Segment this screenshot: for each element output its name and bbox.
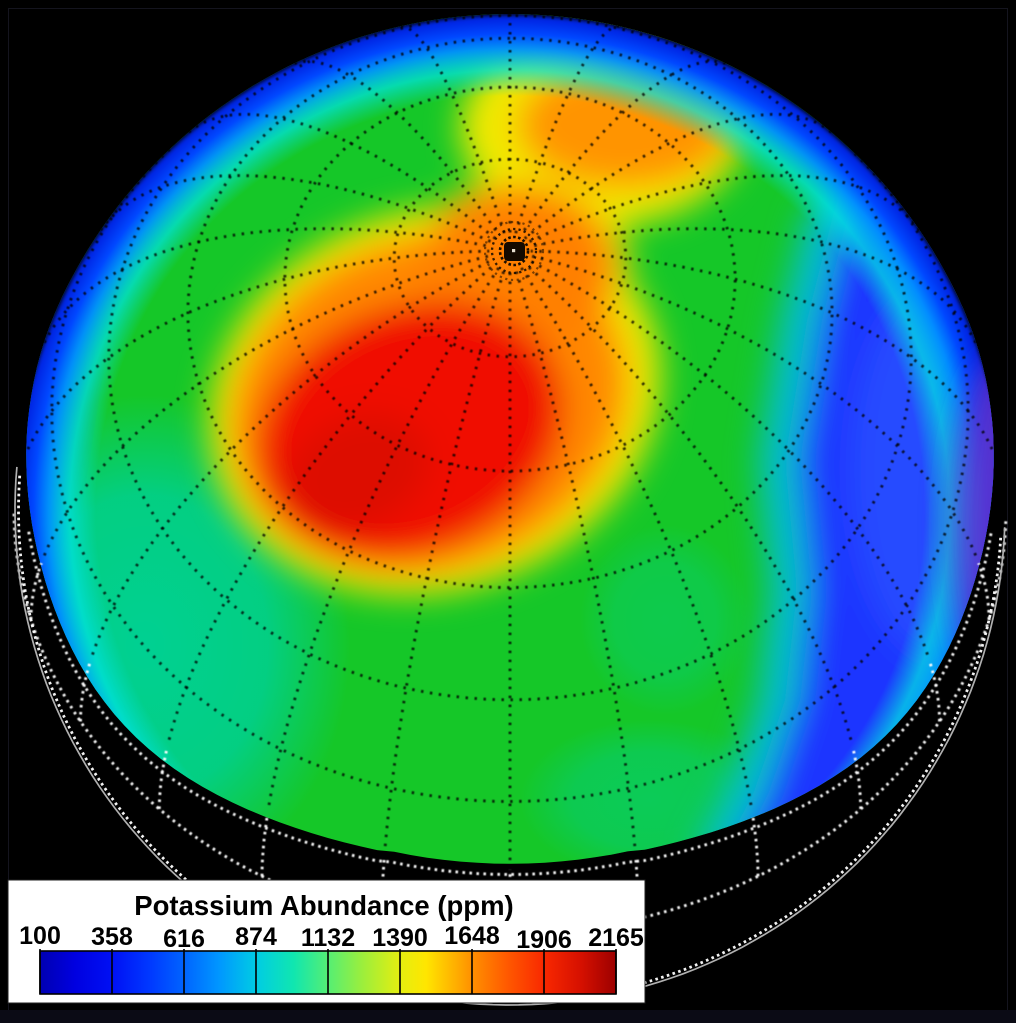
svg-text:2165: 2165 xyxy=(588,924,644,952)
svg-text:874: 874 xyxy=(235,923,277,951)
svg-text:616: 616 xyxy=(163,925,205,953)
svg-text:Potassium Abundance (ppm): Potassium Abundance (ppm) xyxy=(134,890,513,921)
svg-text:1132: 1132 xyxy=(301,924,355,952)
svg-text:1390: 1390 xyxy=(372,924,428,952)
svg-text:1906: 1906 xyxy=(516,926,572,954)
svg-text:100: 100 xyxy=(19,922,61,950)
svg-text:1648: 1648 xyxy=(444,922,500,950)
svg-text:358: 358 xyxy=(91,923,133,951)
